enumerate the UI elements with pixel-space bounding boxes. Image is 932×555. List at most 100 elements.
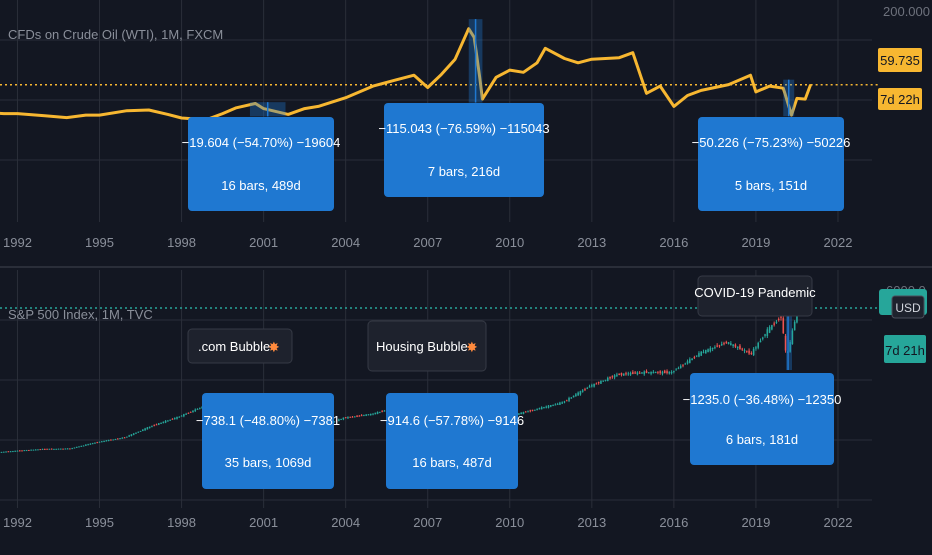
sp500-candle-body	[682, 365, 684, 366]
sp500-candle-body	[703, 352, 705, 353]
sp500-candle-body	[1, 452, 3, 453]
sp500-candle-body	[167, 421, 169, 422]
sp500-candle-body	[153, 425, 155, 426]
measure-oil-2020-change: −50.226 (−75.23%) −50226	[692, 135, 851, 150]
sp500-candle-body	[764, 334, 766, 336]
sp500-candle-body	[532, 410, 534, 411]
sp500-candle-body	[760, 341, 762, 342]
callout-covid-pandemic[interactable]: COVID-19 Pandemic	[694, 276, 816, 316]
sp500-candle-body	[780, 317, 782, 318]
sp500-candle-body	[74, 447, 76, 448]
sp500-candle-body	[356, 416, 358, 417]
callout-dotcom-bubble[interactable]: .com Bubble ✸	[188, 329, 292, 363]
measure-box-sp-2020[interactable]: −1235.0 (−36.48%) −12350 6 bars, 181d	[683, 373, 842, 465]
sp500-candle-body	[755, 347, 757, 348]
sp500-candle-body	[26, 450, 28, 451]
sp500-candle-body	[723, 343, 725, 344]
sp500-candle-body	[147, 427, 149, 429]
sp500-candle-body	[192, 410, 194, 412]
x-tick-label-top: 2004	[331, 235, 360, 250]
x-tick-label-top: 2013	[577, 235, 606, 250]
sp500-candle-body	[126, 437, 128, 438]
sp500-candle-body	[678, 368, 680, 369]
sp500-candle-body	[623, 373, 625, 375]
sp500-candle-body	[591, 385, 593, 386]
sp500-candle-body	[794, 322, 796, 330]
sp500-candle-body	[575, 394, 577, 396]
sp500-candle-body	[643, 372, 645, 375]
callout-housing-bubble[interactable]: Housing Bubble ✸	[368, 321, 486, 371]
oil-axis-top-label: 200.000	[883, 4, 930, 19]
sp500-candle-body	[137, 432, 139, 433]
measure-box-sp-2000[interactable]: −738.1 (−48.80%) −7381 35 bars, 1069d	[196, 393, 340, 489]
sp500-candle-body	[365, 414, 367, 415]
sp500-candle-body	[117, 439, 119, 440]
sp500-candle-body	[185, 414, 187, 415]
sp500-candle-body	[539, 408, 541, 409]
explosion-icon: ✸	[466, 339, 478, 355]
x-tick-label-top: 1998	[167, 235, 196, 250]
sp500-candle-body	[691, 358, 693, 360]
measure-sp-2008-change: −914.6 (−57.78%) −9146	[380, 413, 524, 428]
callout-dotcom-text: .com Bubble	[198, 339, 270, 354]
sp500-candle-body	[183, 414, 185, 416]
sp500-candle-body	[103, 441, 105, 442]
sp500-candle-body	[716, 346, 718, 347]
sp500-candle-body	[541, 407, 543, 409]
sp500-candle-body	[710, 348, 712, 351]
oil-price-tag-text: 59.735	[880, 53, 920, 68]
sp500-candle-body	[115, 439, 117, 440]
sp500-candle-body	[748, 351, 750, 354]
x-tick-label-bottom: 2004	[331, 515, 360, 530]
measure-box-oil-2000[interactable]: −19.604 (−54.70%) −19604 16 bars, 489d	[182, 117, 341, 211]
sp500-candle-body	[732, 344, 734, 346]
sp500-candle-body	[698, 353, 700, 356]
sp500-candle-body	[39, 449, 41, 450]
sp500-candle-body	[156, 424, 158, 425]
sp500-candle-body	[552, 405, 554, 406]
measure-box-oil-2008[interactable]: −115.043 (−76.59%) −115043 7 bars, 216d	[378, 103, 549, 197]
sp500-candle-body	[363, 415, 365, 416]
sp500-candle-body	[769, 327, 771, 333]
sp500-candle-body	[83, 446, 85, 447]
sp500-countdown-text: 7d 21h	[885, 343, 925, 358]
measure-box-oil-2020[interactable]: −50.226 (−75.23%) −50226 5 bars, 151d	[692, 117, 851, 211]
sp500-candle-body	[30, 450, 32, 451]
sp500-candle-body	[600, 381, 602, 384]
sp500-candle-body	[669, 372, 671, 374]
sp500-candle-body	[550, 405, 552, 406]
sp500-candle-body	[525, 412, 527, 413]
sp500-candle-body	[354, 416, 356, 417]
sp500-candle-body	[122, 438, 124, 439]
sp500-candle-body	[51, 449, 53, 450]
sp500-candle-body	[44, 449, 46, 450]
sp500-candle-body	[664, 371, 666, 373]
sp500-candle-body	[124, 437, 126, 438]
sp500-candle-body	[639, 373, 641, 374]
measure-box-sp-2008[interactable]: −914.6 (−57.78%) −9146 16 bars, 487d	[380, 393, 524, 489]
x-tick-label-bottom: 2022	[824, 515, 853, 530]
sp500-candle-body	[377, 412, 379, 414]
sp500-candle-body	[58, 449, 60, 450]
sp500-candle-body	[158, 423, 160, 425]
sp500-candle-body	[133, 433, 135, 434]
x-tick-label-top: 1992	[3, 235, 32, 250]
sp500-candle-body	[197, 409, 199, 410]
sp500-candle-body	[564, 401, 566, 402]
sp500-candle-body	[71, 448, 73, 449]
sp500-candle-body	[19, 450, 21, 451]
sp500-candle-body	[746, 351, 748, 352]
measure-oil-2000-bars: 16 bars, 489d	[221, 178, 301, 193]
sp500-candle-body	[593, 384, 595, 387]
sp500-candle-body	[144, 428, 146, 430]
sp500-candle-body	[712, 348, 714, 349]
x-tick-label-bottom: 1998	[167, 515, 196, 530]
sp500-candle-body	[737, 347, 739, 348]
measure-sp-2020-change: −1235.0 (−36.48%) −12350	[683, 392, 842, 407]
sp500-candle-body	[14, 451, 16, 452]
sp500-candle-body	[725, 342, 727, 343]
sp500-candle-body	[3, 452, 5, 453]
sp500-candle-body	[573, 396, 575, 398]
sp500-candle-body	[112, 439, 114, 440]
